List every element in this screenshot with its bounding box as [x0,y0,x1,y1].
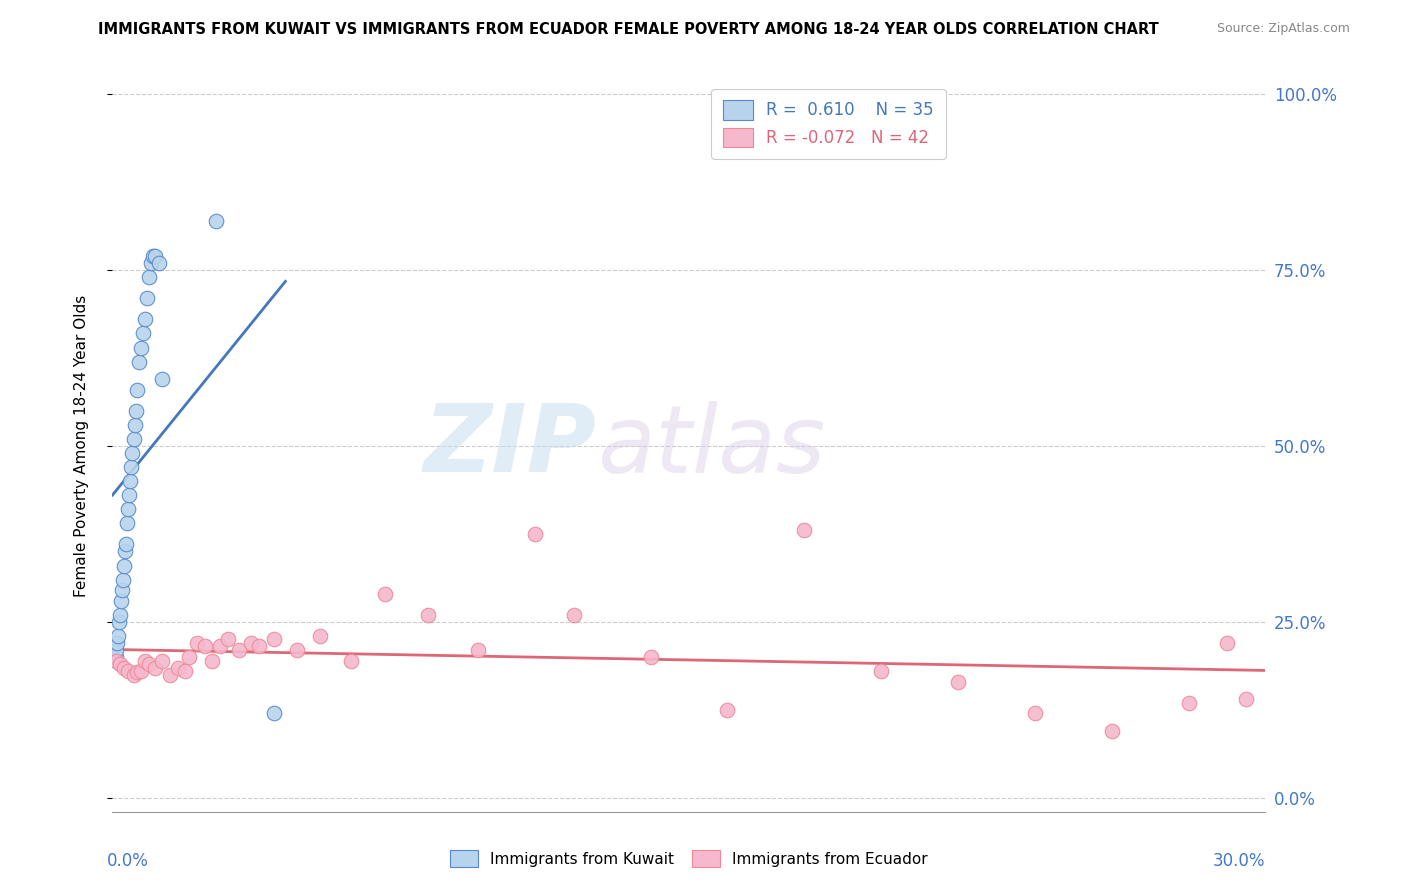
Point [127,665,149,680]
Point [793,524,815,538]
Point [186,636,208,650]
Point [128,354,150,368]
Point [117,664,139,678]
Point [1234,692,1257,706]
Text: IMMIGRANTS FROM KUWAIT VS IMMIGRANTS FROM ECUADOR FEMALE POVERTY AMONG 18-24 YEA: IMMIGRANTS FROM KUWAIT VS IMMIGRANTS FRO… [98,22,1159,37]
Point [108,657,131,671]
Legend: Immigrants from Kuwait, Immigrants from Ecuador: Immigrants from Kuwait, Immigrants from … [444,844,934,873]
Point [143,249,166,263]
Point [105,643,128,657]
Point [201,653,224,667]
Point [121,446,143,460]
Point [247,640,270,654]
Point [716,703,738,717]
Point [136,291,159,305]
Point [104,650,127,665]
Point [205,214,228,228]
Point [309,629,332,643]
Point [148,256,170,270]
Point [179,650,201,665]
Point [124,417,146,432]
Point [134,312,156,326]
Point [152,653,174,667]
Point [339,653,361,667]
Point [117,502,139,516]
Point [139,256,162,270]
Point [285,643,308,657]
Point [112,660,135,674]
Point [124,404,146,418]
Point [152,372,174,386]
Point [117,488,139,502]
Point [640,650,662,665]
Text: 0.0%: 0.0% [107,852,149,870]
Point [194,640,217,654]
Point [115,516,138,531]
Point [1024,706,1046,721]
Point [110,593,132,607]
Point [870,664,893,678]
Point [134,653,156,667]
Text: 30.0%: 30.0% [1213,852,1265,870]
Point [129,341,153,355]
Point [946,674,969,689]
Y-axis label: Female Poverty Among 18-24 Year Olds: Female Poverty Among 18-24 Year Olds [75,295,89,597]
Point [108,607,131,622]
Point [122,432,145,446]
Point [562,607,585,622]
Point [127,383,149,397]
Point [209,640,232,654]
Point [138,657,160,671]
Point [114,544,136,558]
Point [111,583,134,598]
Point [132,326,155,341]
Point [1177,696,1199,710]
Point [1101,723,1123,738]
Point [105,653,128,667]
Point [120,460,142,475]
Text: atlas: atlas [596,401,825,491]
Point [115,537,138,551]
Point [105,636,128,650]
Point [143,660,166,674]
Point [129,664,153,678]
Point [1216,636,1239,650]
Text: Source: ZipAtlas.com: Source: ZipAtlas.com [1216,22,1350,36]
Point [239,636,262,650]
Point [122,667,145,681]
Point [142,249,165,263]
Point [524,527,547,541]
Point [112,573,135,587]
Point [138,270,160,285]
Text: ZIP: ZIP [423,400,596,492]
Point [263,632,285,647]
Point [416,607,439,622]
Point [174,664,197,678]
Point [118,474,141,488]
Point [166,660,188,674]
Point [159,667,181,681]
Point [467,643,489,657]
Point [108,615,131,629]
Point [374,587,396,601]
Point [263,706,285,721]
Point [228,643,250,657]
Point [107,629,129,643]
Point [112,558,135,573]
Point [217,632,239,647]
